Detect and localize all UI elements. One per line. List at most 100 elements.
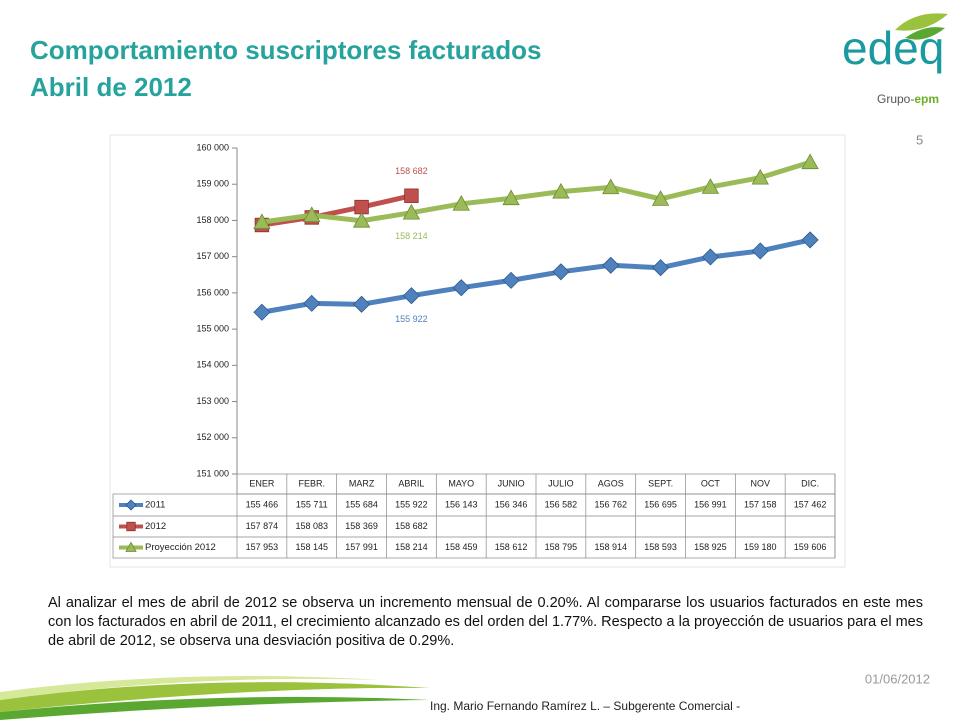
data-point: [402, 203, 421, 220]
series-line: [261, 159, 811, 225]
logo-brand: epm: [914, 92, 939, 106]
legend-marker: [125, 499, 137, 511]
x-tick-label: ABRIL: [398, 478, 424, 488]
logo-name: edeq: [842, 22, 944, 74]
x-tick-label: MARZ: [349, 478, 375, 488]
table-cell: 156 991: [694, 499, 727, 509]
y-tick-label: 151 000: [196, 468, 229, 478]
legend-label: 2011: [145, 500, 165, 511]
data-point: [751, 242, 769, 260]
legend-marker: [126, 521, 136, 532]
data-point: [404, 188, 419, 203]
data-point: [602, 178, 620, 195]
data-point: [701, 178, 720, 194]
data-point: [801, 231, 819, 249]
logo-group: Grupo-epm: [877, 92, 939, 106]
y-tick-label: 155 000: [196, 323, 229, 333]
table-cell: 157 462: [794, 499, 827, 509]
data-point: [502, 189, 520, 206]
author: Ing. Mario Fernando Ramírez L. – Subgere…: [430, 699, 740, 713]
y-tick-label: 157 000: [196, 251, 229, 261]
data-point: [303, 206, 321, 222]
data-point: [502, 271, 520, 289]
table-cell: 159 180: [744, 542, 777, 552]
data-point: [801, 153, 819, 170]
table-cell: 156 346: [495, 499, 528, 509]
data-label: 158 682: [395, 166, 428, 176]
x-tick-label: ENER: [249, 478, 275, 488]
x-tick-label: FEBR.: [298, 478, 325, 488]
y-tick-label: 154 000: [196, 360, 229, 370]
x-tick-label: OCT: [701, 478, 721, 488]
table-cell: 158 369: [345, 521, 378, 531]
table-cell: 156 143: [445, 499, 478, 509]
legend-marker: [125, 541, 137, 552]
date: 01/06/2012: [865, 671, 930, 686]
data-point: [402, 287, 420, 305]
y-tick-label: 152 000: [196, 432, 229, 442]
paragraph: Al analizar el mes de abril de 2012 se o…: [48, 595, 923, 649]
legend-label: Proyección 2012: [145, 542, 216, 553]
data-point: [253, 303, 271, 321]
table-cell: 158 925: [694, 542, 727, 552]
data-point: [452, 279, 470, 297]
table-cell: 156 762: [594, 499, 627, 509]
table-cell: 155 466: [246, 499, 279, 509]
data-point: [253, 213, 271, 229]
data-point: [353, 295, 371, 313]
table-cell: 158 795: [545, 542, 578, 552]
table-cell: 157 953: [246, 542, 279, 552]
data-point: [552, 263, 570, 281]
y-tick-label: 158 000: [196, 215, 229, 225]
table-cell: 158 459: [445, 542, 478, 552]
table-cell: 158 083: [295, 521, 328, 531]
data-point: [651, 190, 670, 206]
title: Comportamiento suscriptores facturados: [30, 35, 541, 65]
data-point: [701, 248, 719, 266]
table-cell: 157 874: [246, 521, 279, 531]
x-tick-label: SEPT.: [648, 478, 673, 488]
table-cell: 159 606: [794, 542, 827, 552]
data-point: [352, 211, 371, 228]
data-point: [602, 256, 620, 274]
table-cell: 158 593: [644, 542, 677, 552]
page-number: 5: [916, 132, 923, 147]
footer-swoosh: [0, 696, 430, 720]
data-point: [552, 182, 570, 199]
logo-leaf: [895, 13, 948, 31]
table-cell: 157 991: [345, 542, 378, 552]
table-cell: 157 158: [744, 499, 777, 509]
footer-swoosh: [0, 682, 430, 712]
table-cell: 158 682: [395, 521, 428, 531]
table-cell: 158 914: [594, 542, 627, 552]
table-cell: 156 695: [644, 499, 677, 509]
data-point: [652, 259, 670, 277]
x-tick-label: AGOS: [598, 478, 624, 488]
data-label: 155 922: [395, 314, 428, 324]
y-tick-label: 159 000: [196, 179, 229, 189]
data-point: [452, 194, 470, 211]
logo-leaf: [905, 27, 945, 40]
footer-swoosh: [0, 676, 380, 700]
table-cell: 158 612: [495, 542, 528, 552]
y-tick-label: 153 000: [196, 396, 229, 406]
table-cell: 155 711: [296, 499, 328, 509]
table-cell: 158 145: [295, 542, 328, 552]
y-tick-label: 160 000: [196, 142, 229, 152]
x-tick-label: DIC.: [801, 478, 819, 488]
chart-frame: [109, 134, 846, 568]
data-point: [303, 294, 321, 312]
subtitle: Abril de 2012: [30, 72, 192, 102]
table-cell: 158 214: [395, 542, 428, 552]
table-cell: 156 582: [545, 499, 578, 509]
logo-group: Grupo-: [877, 92, 914, 106]
series-line: [261, 237, 811, 315]
x-tick-label: NOV: [750, 478, 770, 488]
series-line: [261, 193, 412, 228]
x-tick-label: JUNIO: [498, 478, 525, 488]
table-cell: 155 684: [345, 499, 378, 509]
data-label: 158 214: [395, 231, 428, 241]
x-tick-label: JULIO: [548, 478, 574, 488]
